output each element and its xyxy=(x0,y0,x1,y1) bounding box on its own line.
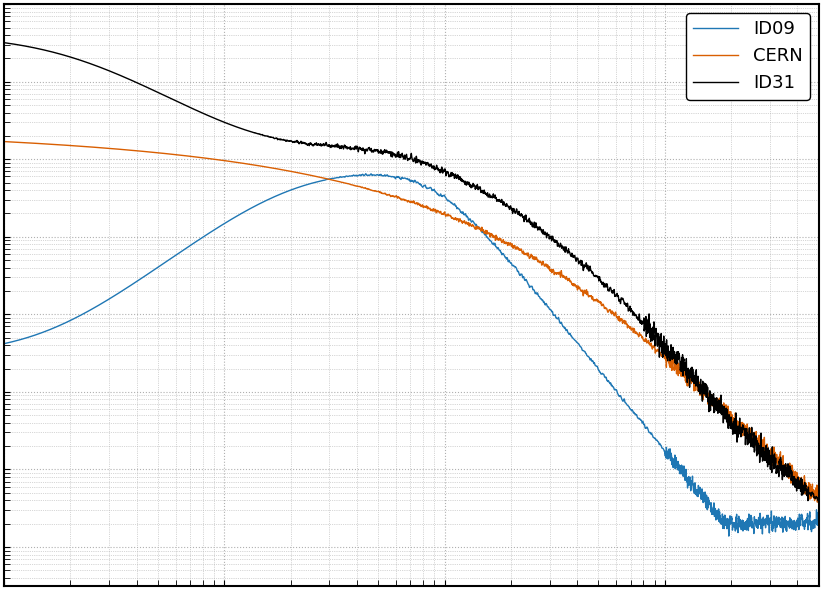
ID09 xyxy=(647,430,657,437)
ID31 xyxy=(814,499,823,506)
ID31 xyxy=(40,47,50,54)
CERN xyxy=(294,169,304,176)
CERN xyxy=(517,247,527,254)
CERN xyxy=(814,490,823,497)
Line: ID31: ID31 xyxy=(4,42,819,502)
ID09 xyxy=(481,233,491,240)
ID09 xyxy=(517,271,527,278)
CERN xyxy=(0,138,9,145)
CERN xyxy=(647,343,657,350)
Legend: ID09, CERN, ID31: ID09, CERN, ID31 xyxy=(686,13,810,100)
CERN xyxy=(40,140,50,148)
ID31 xyxy=(647,335,657,342)
ID09 xyxy=(360,170,370,177)
ID31 xyxy=(0,39,9,46)
CERN xyxy=(812,499,822,506)
Line: CERN: CERN xyxy=(4,142,819,502)
ID09 xyxy=(603,378,613,385)
ID09 xyxy=(294,183,304,191)
ID09 xyxy=(0,340,9,347)
ID09 xyxy=(814,523,823,530)
ID31 xyxy=(481,191,491,198)
CERN xyxy=(603,309,613,316)
CERN xyxy=(481,230,491,237)
ID09 xyxy=(724,533,734,540)
ID09 xyxy=(40,328,50,335)
Line: ID09: ID09 xyxy=(4,173,819,536)
ID31 xyxy=(517,212,527,219)
ID31 xyxy=(294,140,304,148)
ID31 xyxy=(603,287,613,294)
ID31 xyxy=(814,499,823,506)
